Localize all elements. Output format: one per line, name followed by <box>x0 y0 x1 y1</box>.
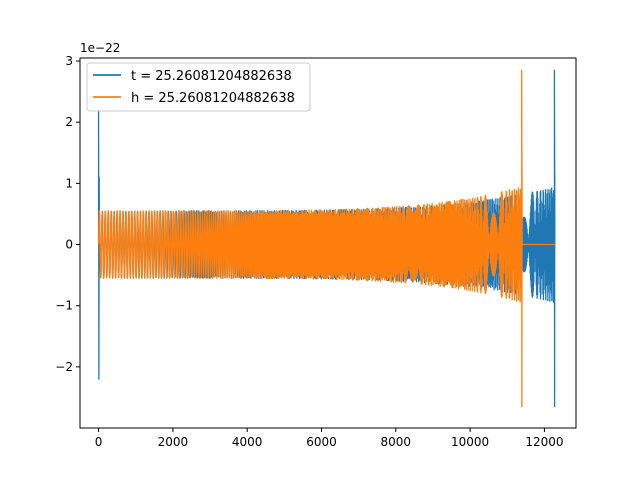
x-tick-label: 0 <box>95 435 103 449</box>
y-tick-label: 0 <box>65 238 73 252</box>
x-tick-label: 6000 <box>306 435 337 449</box>
y-tick-label: 3 <box>65 54 73 68</box>
y-offset-label: 1e−22 <box>80 41 120 55</box>
y-axis: −2 −1 0 1 2 3 <box>55 54 80 374</box>
series-h <box>97 69 555 408</box>
y-tick-label: −1 <box>55 299 73 313</box>
series-layer <box>97 69 556 408</box>
x-tick-label: 12000 <box>525 435 563 449</box>
x-axis: 0 2000 4000 6000 8000 10000 12000 <box>95 428 564 449</box>
x-tick-label: 10000 <box>451 435 489 449</box>
y-tick-label: 1 <box>65 176 73 190</box>
x-tick-label: 8000 <box>381 435 412 449</box>
legend-label-t: t = 25.26081204882638 <box>131 69 292 84</box>
y-tick-label: 2 <box>65 115 73 129</box>
plot-frame <box>79 57 577 429</box>
legend: t = 25.26081204882638 h = 25.26081204882… <box>86 62 311 112</box>
x-tick-label: 2000 <box>158 435 189 449</box>
legend-label-h: h = 25.26081204882638 <box>131 91 295 106</box>
x-tick-label: 4000 <box>232 435 263 449</box>
legend-box <box>86 62 311 112</box>
y-tick-label: −2 <box>55 360 73 374</box>
